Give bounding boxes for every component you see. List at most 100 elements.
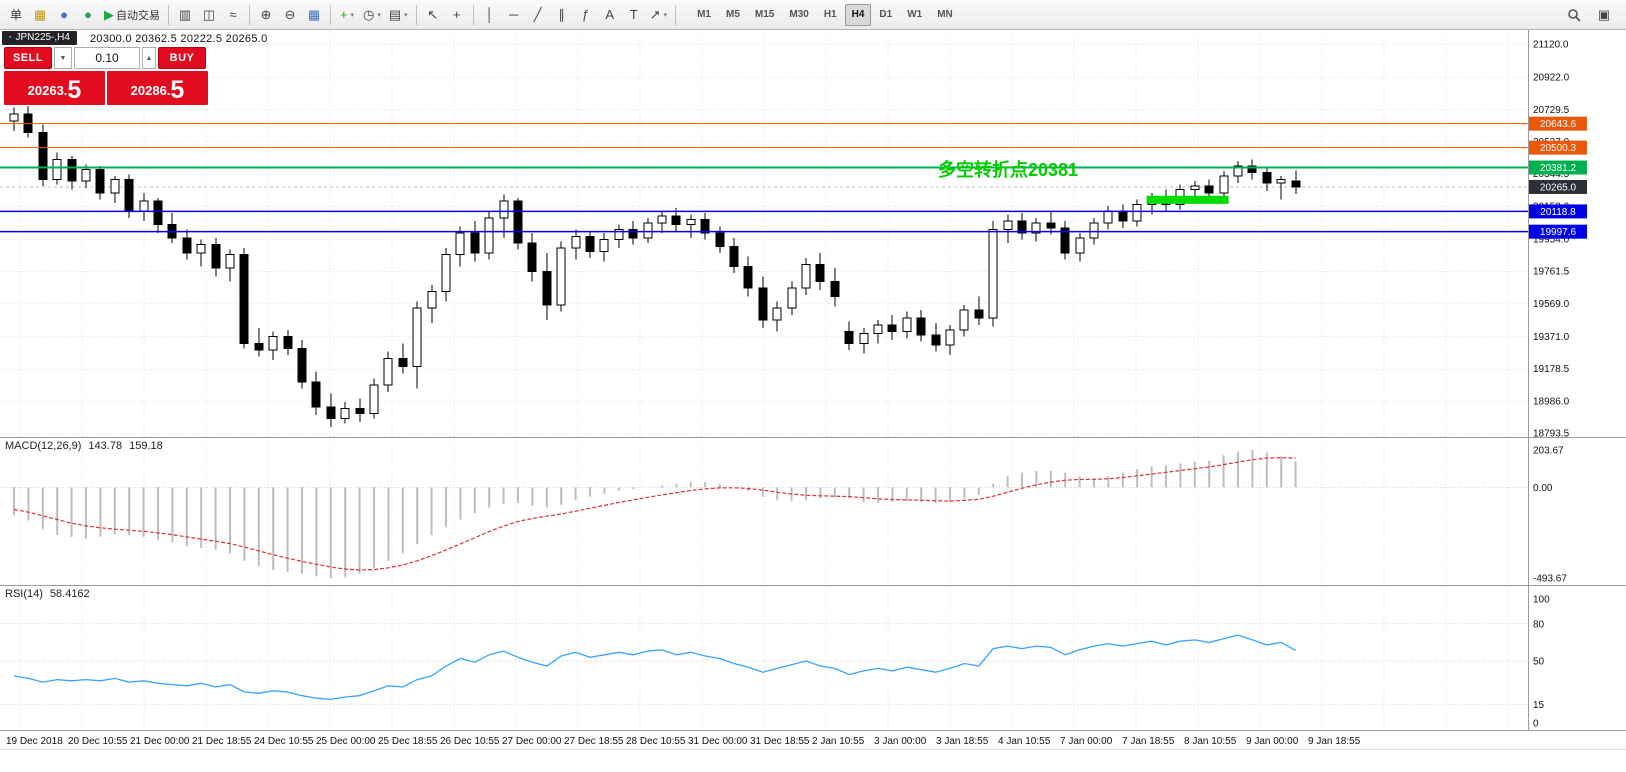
toolbar-separator: [330, 4, 331, 25]
price-level-badge-label: 20118.8: [1540, 207, 1576, 218]
timeframe-h1[interactable]: H1: [817, 4, 844, 26]
svg-text:21 Dec 00:00: 21 Dec 00:00: [130, 736, 190, 747]
timeframe-toolbar: M1 M5 M15 M30 H1 H4 D1 W1 MN: [690, 3, 960, 26]
sell-button[interactable]: SELL: [4, 47, 52, 69]
svg-text:0: 0: [1533, 719, 1539, 730]
sell-price-big: 5: [67, 76, 82, 104]
timeframe-m30[interactable]: M30: [782, 4, 815, 26]
svg-text:28 Dec 10:55: 28 Dec 10:55: [626, 736, 686, 747]
price-level-badge-label: 19997.6: [1540, 227, 1577, 238]
quick-menu-button[interactable]: ▣: [1592, 3, 1616, 27]
candlestick-chart-button[interactable]: ◫: [197, 3, 221, 27]
macd-signal-line: [13, 456, 1296, 571]
svg-text:18793.5: 18793.5: [1533, 429, 1570, 440]
svg-text:0.00: 0.00: [1533, 483, 1553, 494]
vertical-line-button[interactable]: │: [478, 3, 502, 27]
market-watch-button[interactable]: ●: [76, 3, 100, 27]
timeframe-m5[interactable]: M5: [719, 4, 747, 26]
svg-text:7 Jan 00:00: 7 Jan 00:00: [1060, 736, 1113, 747]
line-chart-button[interactable]: ≈: [221, 3, 245, 27]
svg-text:8 Jan 10:55: 8 Jan 10:55: [1184, 736, 1237, 747]
buy-price-big: 5: [170, 76, 185, 104]
timeframe-m1[interactable]: M1: [690, 4, 718, 26]
text-button[interactable]: A: [598, 3, 622, 27]
zoom-out-button[interactable]: ⊖: [278, 3, 302, 27]
svg-text:20922.0: 20922.0: [1533, 73, 1570, 84]
periods-button[interactable]: ◷ ▾: [359, 3, 385, 27]
zoom-in-button[interactable]: ⊕: [254, 3, 278, 27]
highlight-zone[interactable]: [1146, 195, 1229, 204]
current-price-badge: [1529, 179, 1587, 194]
toolbar-separator: [472, 4, 474, 25]
price-level-badge-label: 20381.2: [1540, 163, 1577, 174]
chart-tab-icon: ▪: [9, 34, 12, 41]
volume-dropdown[interactable]: ▼: [54, 47, 72, 69]
volume-input[interactable]: 0.10: [74, 47, 140, 69]
ohlc-readout: 20300.0 20362.5 20222.5 20265.0: [90, 33, 268, 45]
price-level-badge[interactable]: [1529, 204, 1587, 219]
price-level-badge[interactable]: [1529, 116, 1587, 131]
search-button[interactable]: [1562, 3, 1586, 27]
svg-text:19954.0: 19954.0: [1533, 234, 1570, 245]
one-click-trade-panel: SELL ▼ 0.10 ▲ BUY 20263. 5 20286. 5: [4, 47, 210, 105]
trendline-button[interactable]: ╱: [526, 3, 550, 27]
rsi-value: 58.4162: [49, 588, 90, 600]
timeframe-h4[interactable]: H4: [844, 3, 872, 26]
indicators-button[interactable]: + ▾: [335, 3, 359, 27]
sell-price-display[interactable]: 20263. 5: [4, 71, 105, 105]
annotation-text[interactable]: 多空转折点20381: [938, 159, 1078, 180]
toolbar-separator: [168, 4, 169, 25]
symbol-tab[interactable]: ▪ JPN225-,H4: [2, 31, 77, 45]
svg-text:15: 15: [1533, 700, 1545, 711]
svg-text:19371.0: 19371.0: [1533, 332, 1570, 343]
arrows-button[interactable]: ↗ ▾: [646, 3, 671, 27]
svg-text:50: 50: [1533, 657, 1545, 668]
timeframe-d1[interactable]: D1: [872, 4, 899, 26]
svg-text:27 Dec 00:00: 27 Dec 00:00: [502, 736, 562, 747]
svg-text:18986.0: 18986.0: [1533, 396, 1570, 407]
horizontal-line-button[interactable]: ─: [502, 3, 526, 27]
fibonacci-button[interactable]: ƒ: [574, 3, 598, 27]
crosshair-button[interactable]: +: [445, 3, 469, 27]
price-level-badge[interactable]: [1529, 224, 1587, 239]
templates-button[interactable]: ▤ ▾: [385, 3, 412, 27]
svg-text:27 Dec 18:55: 27 Dec 18:55: [564, 736, 624, 747]
svg-text:4 Jan 10:55: 4 Jan 10:55: [998, 736, 1051, 747]
toolbar-separator: [249, 4, 250, 25]
rsi-line: [13, 634, 1296, 701]
toolbar-right: ▣: [1562, 3, 1622, 27]
channel-button[interactable]: ∥: [550, 3, 574, 27]
sell-price-small: 20263.: [27, 83, 68, 98]
new-chart-button[interactable]: ▦: [28, 3, 52, 27]
buy-price-display[interactable]: 20286. 5: [107, 71, 208, 105]
price-level-badge[interactable]: [1529, 140, 1587, 155]
svg-text:100: 100: [1533, 595, 1550, 606]
volume-spinner-up[interactable]: ▲: [142, 47, 156, 69]
svg-text:80: 80: [1533, 619, 1545, 630]
autotrading-button[interactable]: ▶ 自动交易: [100, 3, 164, 27]
time-axis[interactable]: 19 Dec 2018 20 Dec 10:55 21 Dec 00:00 21 De…: [6, 736, 1361, 747]
new-order-button[interactable]: 单: [4, 3, 28, 27]
text-label-button[interactable]: T: [622, 3, 646, 27]
price-level-badge[interactable]: [1529, 160, 1587, 175]
tile-windows-button[interactable]: ▦: [302, 3, 326, 27]
svg-text:19761.5: 19761.5: [1533, 267, 1570, 278]
svg-text:21 Dec 18:55: 21 Dec 18:55: [192, 736, 252, 747]
bar-chart-button[interactable]: ▥: [173, 3, 197, 27]
rsi-indicator-label: RSI(14) 58.4162: [5, 588, 90, 600]
buy-button[interactable]: BUY: [158, 47, 206, 69]
symbol-tab-label: JPN225-,H4: [15, 32, 70, 43]
svg-text:19178.5: 19178.5: [1533, 364, 1570, 375]
chevron-down-icon: ▾: [377, 11, 381, 19]
current-price-badge-label: 20265.0: [1540, 182, 1577, 193]
macd-name: MACD(12,26,9): [5, 440, 82, 452]
timeframe-w1[interactable]: W1: [900, 4, 929, 26]
profiles-button[interactable]: ●: [52, 3, 76, 27]
svg-text:31 Dec 18:55: 31 Dec 18:55: [750, 736, 810, 747]
pane-separators[interactable]: [0, 30, 1626, 750]
timeframe-mn[interactable]: MN: [930, 4, 960, 26]
cursor-button[interactable]: ↖: [421, 3, 445, 27]
svg-text:19569.0: 19569.0: [1533, 299, 1570, 310]
timeframe-m15[interactable]: M15: [748, 4, 781, 26]
